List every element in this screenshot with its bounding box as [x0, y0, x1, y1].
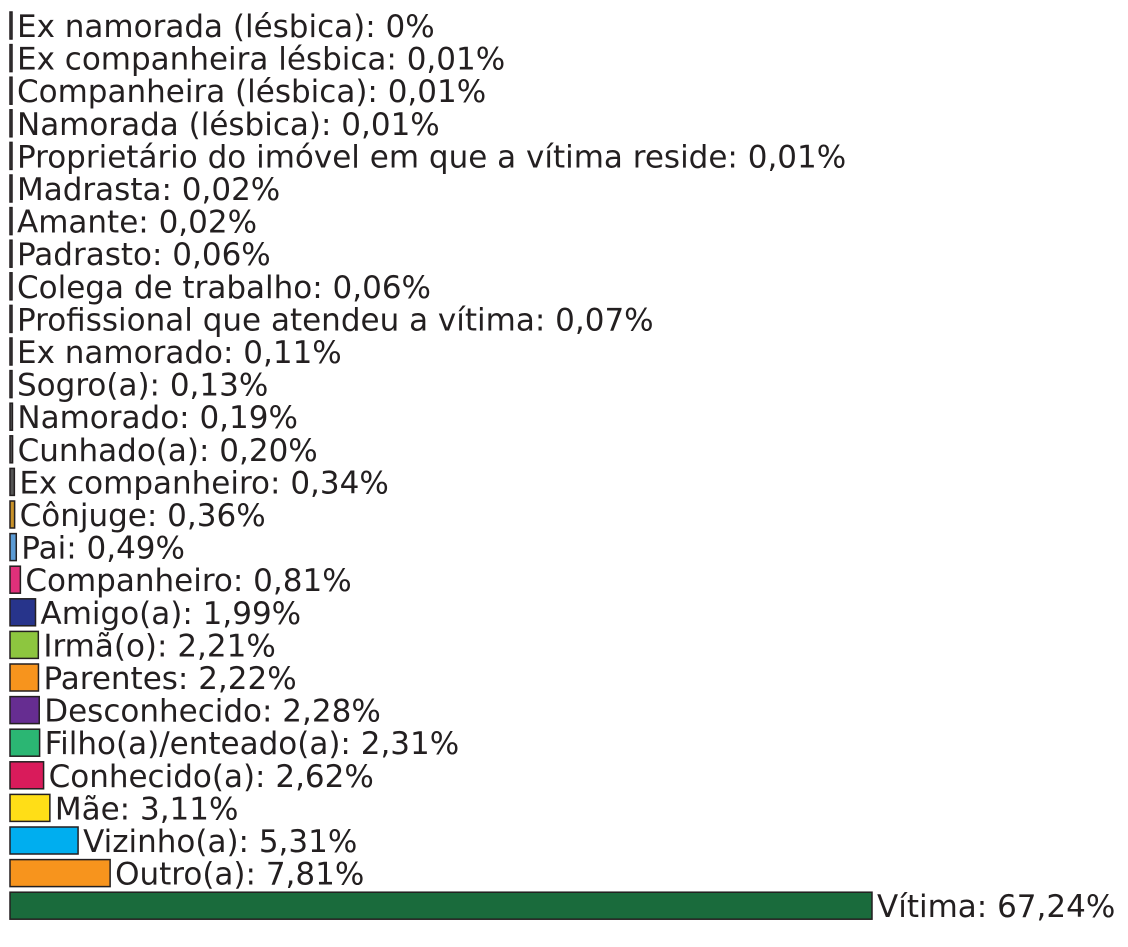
bar — [9, 728, 41, 757]
bar — [9, 793, 51, 823]
bar-label: Desconhecido: 2,28% — [44, 694, 381, 730]
bar — [9, 858, 111, 888]
bar — [9, 337, 13, 366]
bar — [9, 369, 13, 399]
bar — [9, 206, 13, 236]
bar-label: Ex companheira lésbica: 0,01% — [17, 42, 505, 78]
bar — [9, 500, 16, 529]
bar-label: Profissional que atendeu a vítima: 0,07% — [17, 302, 654, 338]
bar — [9, 467, 16, 497]
bar-label: Sogro(a): 0,13% — [17, 368, 268, 404]
bar-label: Vizinho(a): 5,31% — [83, 824, 357, 860]
bar-label: Namorado: 0,19% — [17, 400, 298, 436]
bar-label: Mãe: 3,11% — [55, 791, 239, 827]
bar-label: Conhecido(a): 2,62% — [49, 759, 374, 795]
bar-label: Colega de trabalho: 0,06% — [17, 270, 431, 306]
bar-label: Madrasta: 0,02% — [17, 172, 280, 208]
bar — [9, 435, 14, 464]
bar — [9, 826, 79, 855]
bar — [9, 565, 22, 594]
bar-label: Namorada (lésbica): 0,01% — [17, 107, 440, 143]
bar — [9, 43, 13, 73]
bar — [9, 76, 13, 105]
bar-label: Vítima: 67,24% — [877, 889, 1115, 925]
bar — [9, 141, 13, 171]
bar — [9, 695, 40, 725]
bar — [9, 761, 45, 790]
bar-label: Parentes: 2,22% — [43, 661, 296, 697]
bar — [9, 11, 13, 40]
bar — [9, 532, 18, 562]
bar-label: Irmã(o): 2,21% — [43, 628, 275, 664]
bar-label: Companheira (lésbica): 0,01% — [17, 74, 486, 110]
bar — [9, 663, 40, 692]
bar-label: Ex namorada (lésbica): 0% — [17, 9, 435, 45]
bar-label: Companheiro: 0,81% — [25, 563, 351, 599]
bar — [9, 304, 13, 334]
bar — [9, 109, 13, 138]
bar-label: Proprietário do imóvel em que a vítima r… — [17, 139, 846, 175]
bar — [9, 630, 40, 660]
bar-label: Amante: 0,02% — [17, 205, 257, 241]
bar-label: Cunhado(a): 0,20% — [18, 433, 318, 469]
bar — [9, 272, 13, 301]
bar-label: Padrasto: 0,06% — [17, 237, 271, 273]
bar-label: Ex namorado: 0,11% — [17, 335, 342, 371]
bar-label: Cônjuge: 0,36% — [20, 498, 266, 534]
bar-label: Ex companheiro: 0,34% — [19, 465, 388, 501]
bar — [9, 891, 873, 920]
bar-label: Outro(a): 7,81% — [115, 857, 364, 893]
bar-label: Pai: 0,49% — [21, 531, 185, 567]
bar — [9, 402, 14, 431]
bar-label: Amigo(a): 1,99% — [41, 596, 302, 632]
bar — [9, 598, 37, 627]
bar — [9, 239, 13, 268]
bar — [9, 174, 13, 203]
bar-label: Filho(a)/enteado(a): 2,31% — [45, 726, 460, 762]
